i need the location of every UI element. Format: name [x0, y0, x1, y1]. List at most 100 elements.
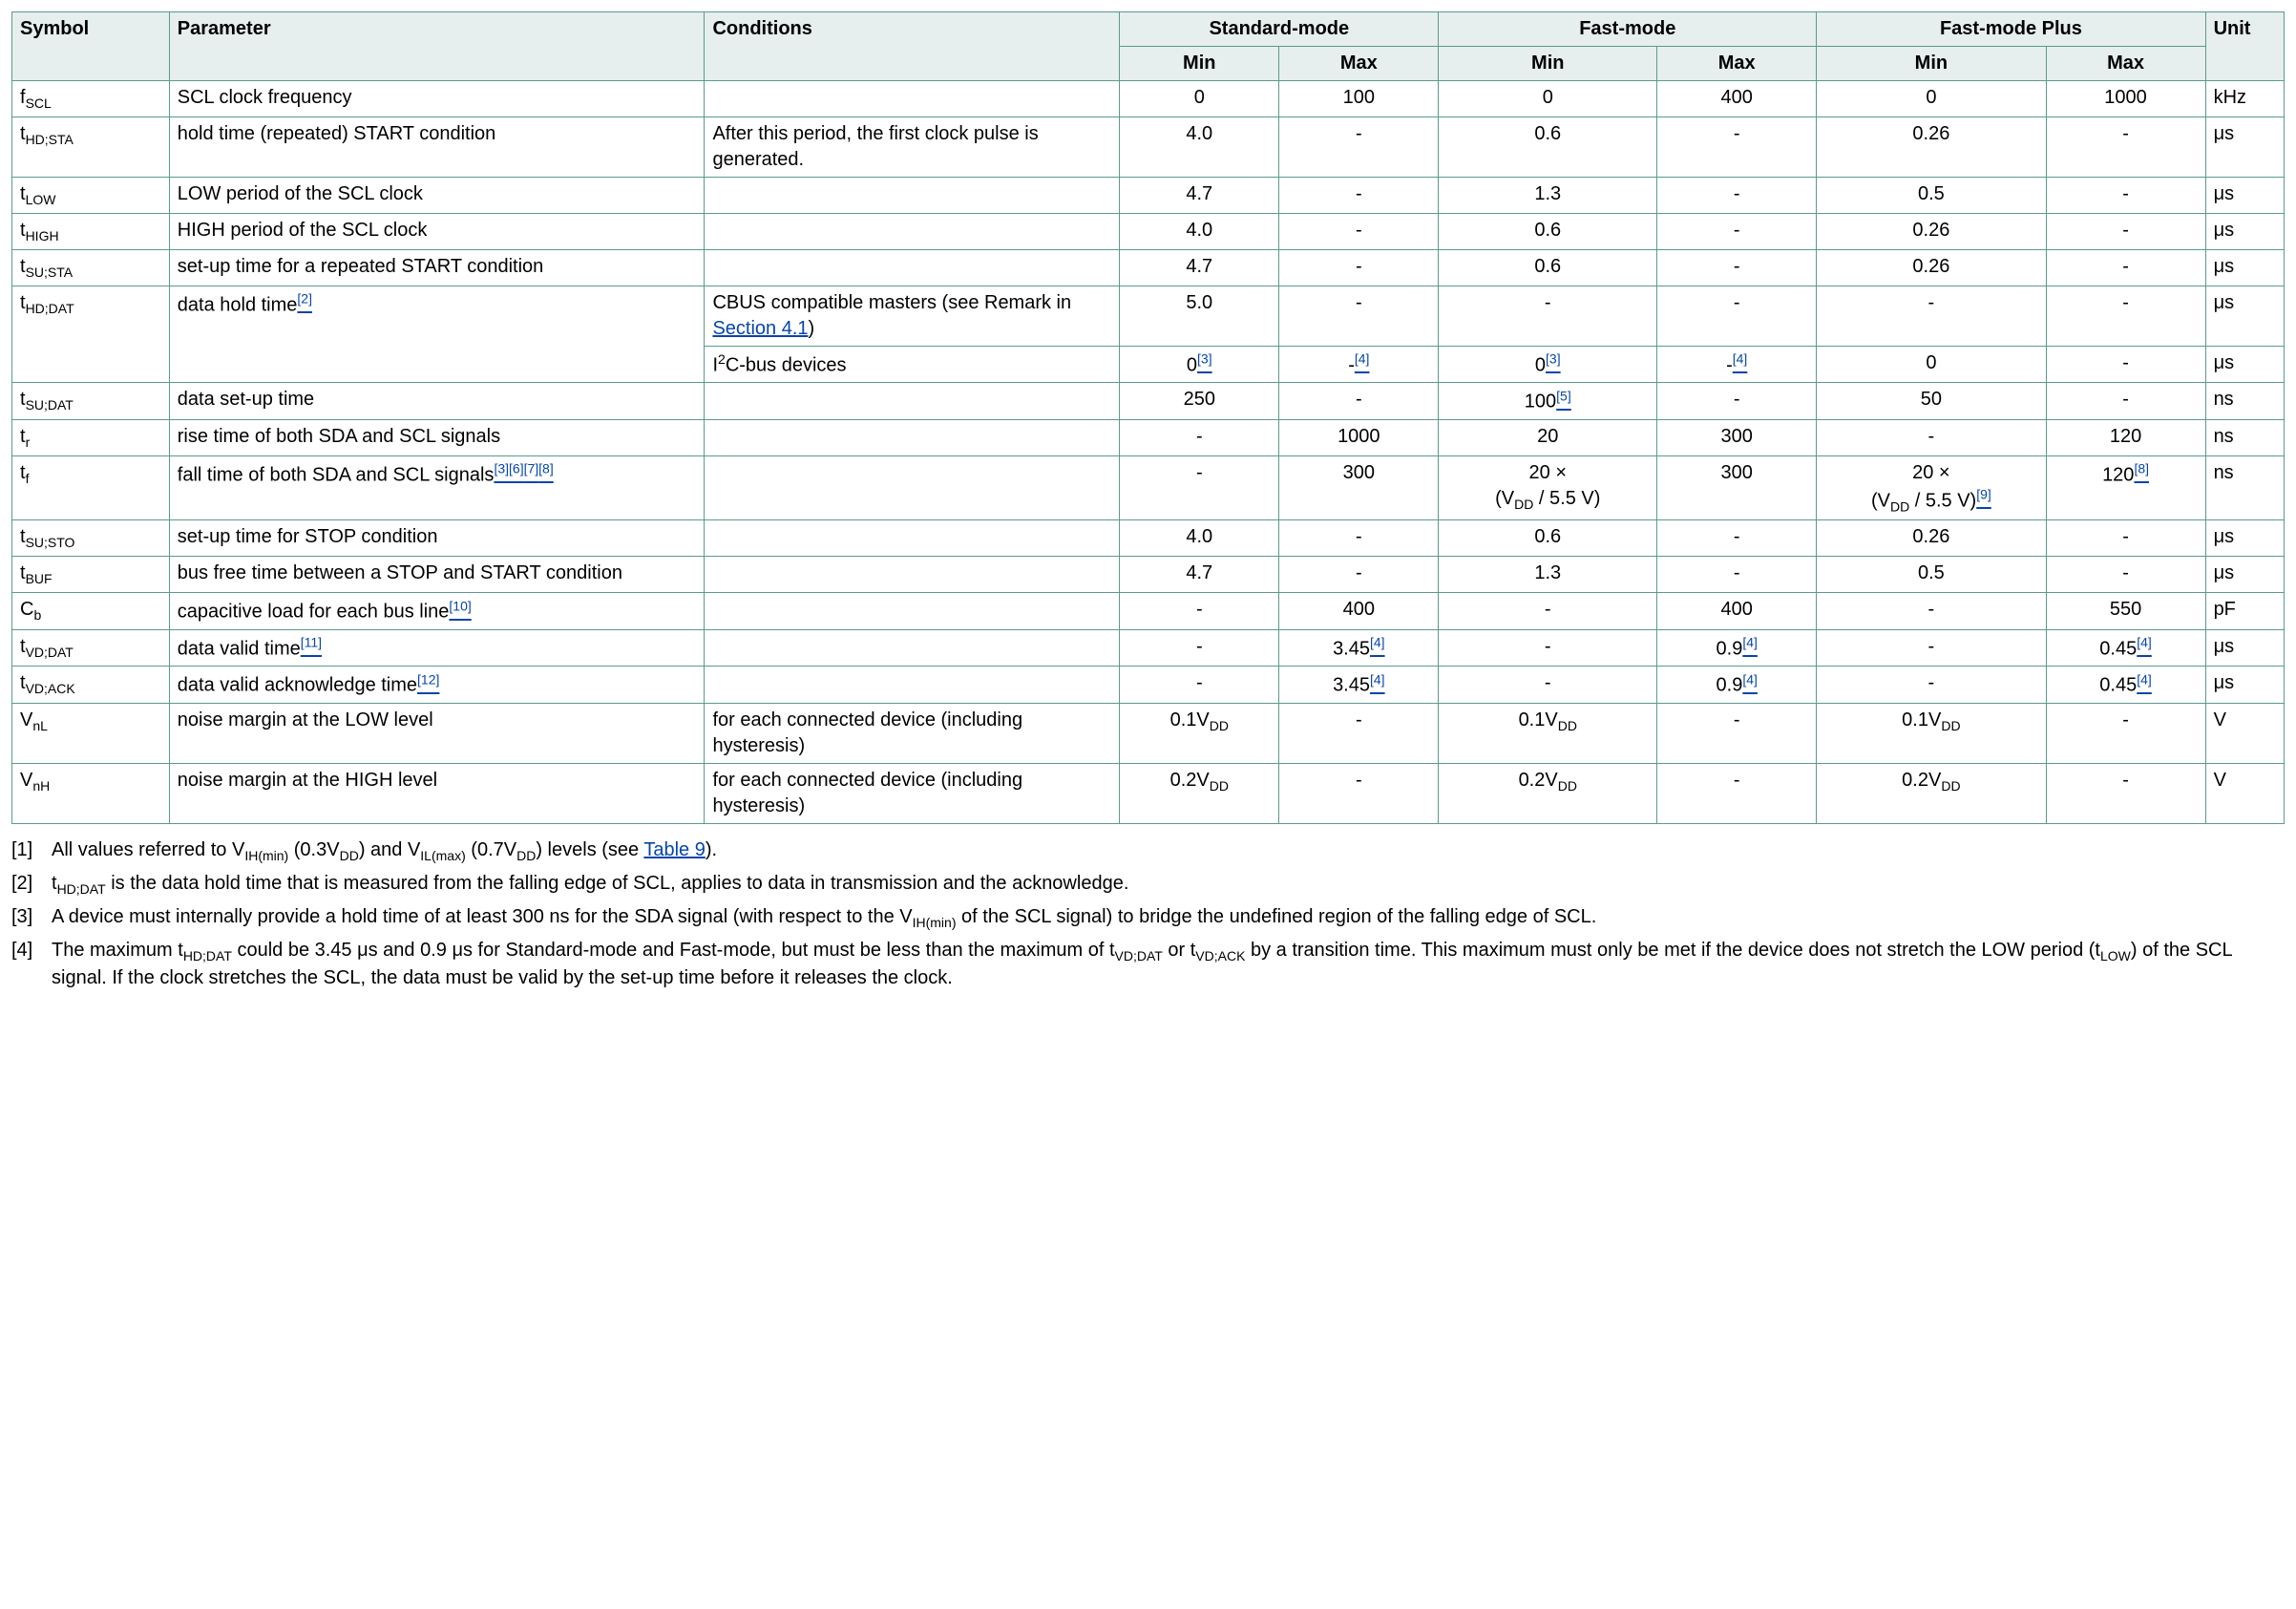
- table-row: tLOWLOW period of the SCL clock4.7-1.3-0…: [12, 177, 2285, 213]
- cell-value: -: [2046, 704, 2205, 764]
- table-row: VnLnoise margin at the LOW levelfor each…: [12, 704, 2285, 764]
- cell-value: 300: [1279, 455, 1439, 520]
- cell-value: -: [1279, 557, 1439, 593]
- cell-value: 100[5]: [1439, 383, 1657, 420]
- cell-value: -: [1439, 593, 1657, 630]
- cell-symbol: tHD;STA: [12, 116, 170, 177]
- cell-value: -: [1817, 286, 2046, 346]
- cell-unit: μs: [2205, 346, 2284, 383]
- cell-value: 0.6: [1439, 116, 1657, 177]
- cell-unit: μs: [2205, 667, 2284, 704]
- cell-value: 550: [2046, 593, 2205, 630]
- cell-value: -: [2046, 286, 2205, 346]
- cell-value: -: [1279, 520, 1439, 557]
- cell-unit: ns: [2205, 455, 2284, 520]
- cell-symbol: tSU;STO: [12, 520, 170, 557]
- cell-value: 4.0: [1120, 116, 1279, 177]
- cell-conditions: [705, 81, 1120, 117]
- cell-conditions: I2C-bus devices: [705, 346, 1120, 383]
- cell-value: 250: [1120, 383, 1279, 420]
- cell-value: -: [1657, 704, 1817, 764]
- col-fast-max: Max: [1657, 47, 1817, 81]
- cell-conditions: [705, 455, 1120, 520]
- cell-value: -: [2046, 346, 2205, 383]
- cell-value: 3.45[4]: [1279, 629, 1439, 667]
- cell-conditions: for each connected device (including hys…: [705, 764, 1120, 824]
- cell-value: 0.9[4]: [1657, 667, 1817, 704]
- footnote: [3]A device must internally provide a ho…: [11, 904, 2285, 932]
- col-standard-mode: Standard-mode: [1120, 12, 1439, 47]
- cell-value: -: [1657, 383, 1817, 420]
- cell-parameter: fall time of both SDA and SCL signals[3]…: [169, 455, 705, 520]
- cell-parameter: HIGH period of the SCL clock: [169, 213, 705, 249]
- footnote-text: A device must internally provide a hold …: [52, 904, 2285, 932]
- cell-unit: μs: [2205, 249, 2284, 286]
- col-fast-mode: Fast-mode: [1439, 12, 1817, 47]
- col-symbol: Symbol: [12, 12, 170, 81]
- cell-unit: μs: [2205, 116, 2284, 177]
- footnote-text: All values referred to VIH(min) (0.3VDD)…: [52, 837, 2285, 865]
- cell-value: 0.1VDD: [1120, 704, 1279, 764]
- cell-value: -: [1279, 177, 1439, 213]
- cell-value: -: [1817, 419, 2046, 455]
- cell-value: 0.6: [1439, 249, 1657, 286]
- footnote-number: [2]: [11, 871, 52, 899]
- cell-value: 400: [1279, 593, 1439, 630]
- table-row: tSU;STAset-up time for a repeated START …: [12, 249, 2285, 286]
- cell-parameter: noise margin at the LOW level: [169, 704, 705, 764]
- cell-value: 0: [1439, 81, 1657, 117]
- cell-conditions: [705, 557, 1120, 593]
- footnote-number: [4]: [11, 938, 52, 991]
- cell-parameter: SCL clock frequency: [169, 81, 705, 117]
- col-unit: Unit: [2205, 12, 2284, 81]
- cell-parameter: noise margin at the HIGH level: [169, 764, 705, 824]
- cell-value: 120[8]: [2046, 455, 2205, 520]
- col-conditions: Conditions: [705, 12, 1120, 81]
- footnote: [4]The maximum tHD;DAT could be 3.45 μs …: [11, 938, 2285, 991]
- cell-unit: μs: [2205, 557, 2284, 593]
- cell-symbol: tr: [12, 419, 170, 455]
- table-row: fSCLSCL clock frequency0100040001000kHz: [12, 81, 2285, 117]
- cell-parameter: hold time (repeated) START condition: [169, 116, 705, 177]
- cell-value: -: [1120, 667, 1279, 704]
- cell-conditions: [705, 520, 1120, 557]
- cell-symbol: VnL: [12, 704, 170, 764]
- col-fast-mode-plus: Fast-mode Plus: [1817, 12, 2205, 47]
- cell-unit: μs: [2205, 286, 2284, 346]
- cell-unit: kHz: [2205, 81, 2284, 117]
- cell-conditions: [705, 383, 1120, 420]
- cell-value: -: [1817, 629, 2046, 667]
- cell-symbol: tVD;DAT: [12, 629, 170, 667]
- cell-symbol: Cb: [12, 593, 170, 630]
- cell-parameter: rise time of both SDA and SCL signals: [169, 419, 705, 455]
- cell-value: -: [1657, 213, 1817, 249]
- cell-value: 0.26: [1817, 213, 2046, 249]
- cell-parameter: data set-up time: [169, 383, 705, 420]
- cell-symbol: tVD;ACK: [12, 667, 170, 704]
- cell-value: 400: [1657, 593, 1817, 630]
- cell-value: 4.0: [1120, 213, 1279, 249]
- col-std-min: Min: [1120, 47, 1279, 81]
- spec-table: Symbol Parameter Conditions Standard-mod…: [11, 11, 2285, 824]
- cell-value: -: [1279, 764, 1439, 824]
- cell-conditions: [705, 629, 1120, 667]
- cell-value: -: [2046, 177, 2205, 213]
- cell-conditions: CBUS compatible masters (see Remark in S…: [705, 286, 1120, 346]
- col-std-max: Max: [1279, 47, 1439, 81]
- cell-unit: V: [2205, 704, 2284, 764]
- cell-value: 1000: [1279, 419, 1439, 455]
- cell-symbol: tLOW: [12, 177, 170, 213]
- footnote-text: tHD;DAT is the data hold time that is me…: [52, 871, 2285, 899]
- cell-parameter: set-up time for a repeated START conditi…: [169, 249, 705, 286]
- cell-value: 0.26: [1817, 116, 2046, 177]
- table-row: tHD;DATdata hold time[2]CBUS compatible …: [12, 286, 2285, 346]
- footnote: [2]tHD;DAT is the data hold time that is…: [11, 871, 2285, 899]
- table-header: Symbol Parameter Conditions Standard-mod…: [12, 12, 2285, 81]
- cell-conditions: [705, 593, 1120, 630]
- cell-value: 0.26: [1817, 249, 2046, 286]
- cell-unit: μs: [2205, 213, 2284, 249]
- table-row: tffall time of both SDA and SCL signals[…: [12, 455, 2285, 520]
- cell-parameter: set-up time for STOP condition: [169, 520, 705, 557]
- cell-value: -: [1657, 764, 1817, 824]
- cell-value: 0: [1817, 81, 2046, 117]
